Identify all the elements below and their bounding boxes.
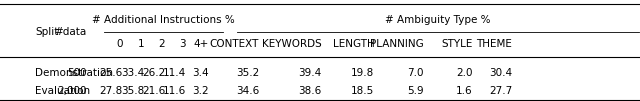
Text: CONTEXT: CONTEXT xyxy=(210,39,259,49)
Text: 35.8: 35.8 xyxy=(121,86,144,96)
Text: 0: 0 xyxy=(116,39,123,49)
Text: 33.4: 33.4 xyxy=(121,68,144,78)
Text: Demonstration: Demonstration xyxy=(35,68,113,78)
Text: 3.4: 3.4 xyxy=(192,68,209,78)
Text: 2,000: 2,000 xyxy=(57,86,86,96)
Text: 30.4: 30.4 xyxy=(489,68,512,78)
Text: 7.0: 7.0 xyxy=(407,68,424,78)
Text: 11.4: 11.4 xyxy=(163,68,186,78)
Text: 38.6: 38.6 xyxy=(298,86,321,96)
Text: LENGTH: LENGTH xyxy=(333,39,374,49)
Text: 21.6: 21.6 xyxy=(142,86,165,96)
Text: Evaluation: Evaluation xyxy=(35,86,90,96)
Text: 19.8: 19.8 xyxy=(351,68,374,78)
Text: 26.2: 26.2 xyxy=(142,68,165,78)
Text: # Additional Instructions %: # Additional Instructions % xyxy=(92,15,235,25)
Text: 35.2: 35.2 xyxy=(236,68,259,78)
Text: 11.6: 11.6 xyxy=(163,86,186,96)
Text: #data: #data xyxy=(54,27,86,37)
Text: 39.4: 39.4 xyxy=(298,68,321,78)
Text: # Ambiguity Type %: # Ambiguity Type % xyxy=(385,15,490,25)
Text: 3: 3 xyxy=(180,39,186,49)
Text: PLANNING: PLANNING xyxy=(370,39,424,49)
Text: 4+: 4+ xyxy=(193,39,209,49)
Text: 18.5: 18.5 xyxy=(351,86,374,96)
Text: 1: 1 xyxy=(138,39,144,49)
Text: KEYWORDS: KEYWORDS xyxy=(262,39,321,49)
Text: STYLE: STYLE xyxy=(441,39,472,49)
Text: 34.6: 34.6 xyxy=(236,86,259,96)
Text: 500: 500 xyxy=(67,68,86,78)
Text: 1.6: 1.6 xyxy=(456,86,472,96)
Text: 2: 2 xyxy=(159,39,165,49)
Text: 27.7: 27.7 xyxy=(489,86,512,96)
Text: THEME: THEME xyxy=(476,39,512,49)
Text: 27.8: 27.8 xyxy=(100,86,123,96)
Text: Split: Split xyxy=(35,27,59,37)
Text: 25.6: 25.6 xyxy=(100,68,123,78)
Text: 3.2: 3.2 xyxy=(192,86,209,96)
Text: 2.0: 2.0 xyxy=(456,68,472,78)
Text: 5.9: 5.9 xyxy=(407,86,424,96)
